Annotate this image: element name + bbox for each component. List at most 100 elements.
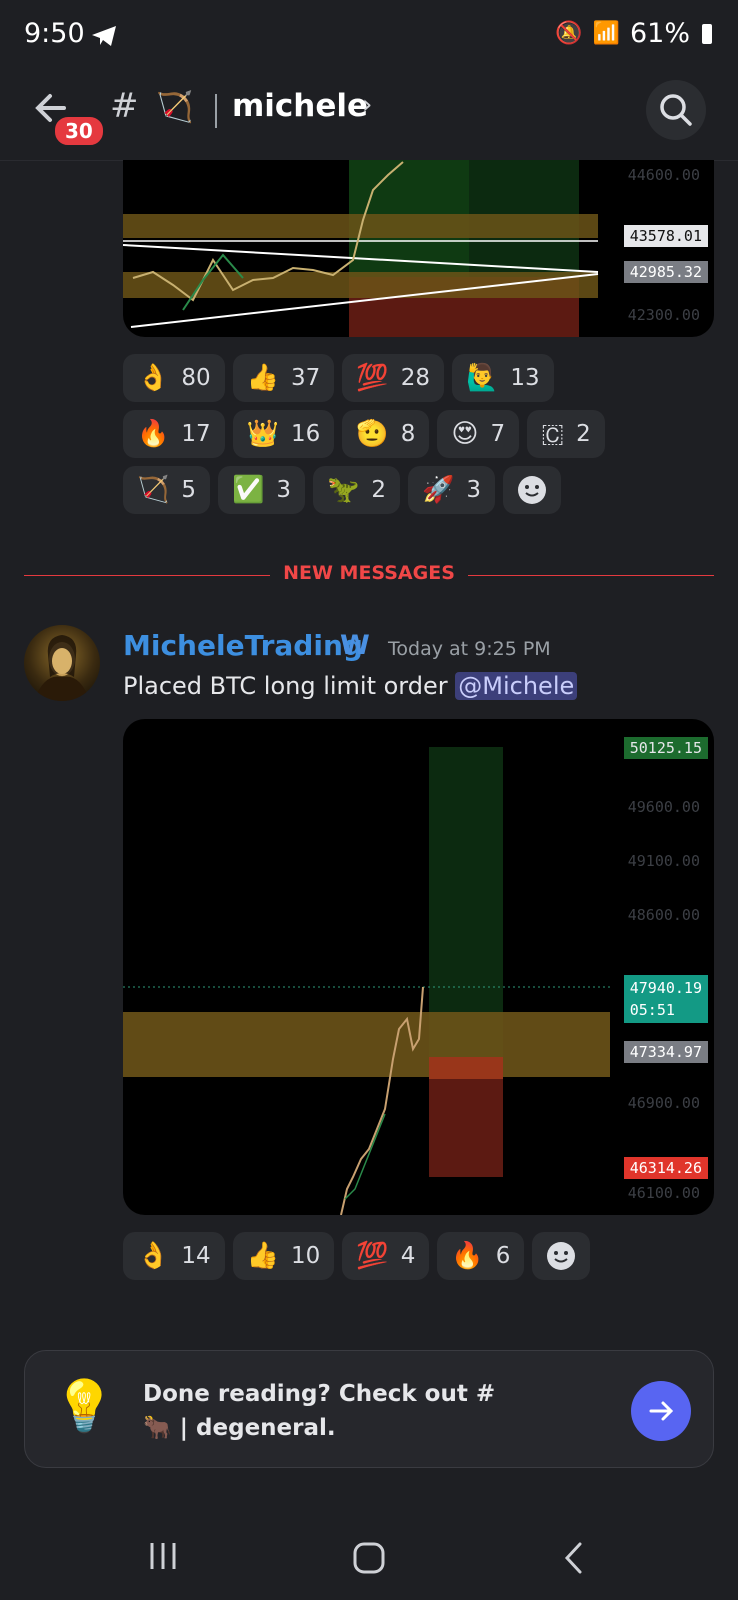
reaction-count: 16 — [291, 421, 321, 447]
reaction-pill[interactable]: 🔥 6 — [437, 1232, 525, 1280]
reaction-pill[interactable]: 💯 28 — [342, 354, 444, 402]
axis-label: 48600.00 — [627, 906, 700, 924]
new-messages-divider: NEW MESSAGES — [24, 562, 714, 588]
reaction-pill[interactable]: 🚀 3 — [408, 466, 496, 514]
bow-arrow-icon: 🏹 — [156, 90, 194, 125]
add-reaction-icon — [547, 1242, 576, 1270]
axis-label: 46100.00 — [627, 1184, 700, 1202]
go-to-channel-button[interactable] — [631, 1381, 691, 1441]
add-reaction-icon — [518, 476, 547, 504]
avatar-portrait — [34, 635, 90, 701]
reaction-emoji: 🏹 — [137, 475, 170, 505]
reaction-bar-2: 👌 14 👍 10 💯 4 🔥 6 — [123, 1232, 643, 1280]
reaction-count: 2 — [576, 421, 591, 447]
reaction-pill[interactable]: 👍 37 — [232, 354, 335, 402]
message-body: Placed BTC long limit order — [123, 672, 448, 700]
chart-image-2[interactable]: 49600.00 49100.00 48600.00 46900.00 4610… — [123, 719, 714, 1215]
reaction-count: 3 — [276, 477, 292, 503]
reaction-emoji: 🦖 — [327, 475, 360, 505]
entry-price-tag: 47334.97 — [623, 1041, 708, 1063]
status-bar: 9:50 🔕 📶 61% — [24, 18, 714, 54]
reaction-emoji: 👑 — [246, 419, 280, 449]
reaction-pill[interactable]: 👑 16 — [232, 410, 335, 458]
axis-label: 42300.00 — [627, 306, 700, 324]
axis-label: 44600.00 — [627, 166, 700, 184]
arrow-right-icon — [649, 1401, 674, 1421]
channel-header: 30 # 🏹 michele › — [0, 80, 738, 161]
stop-loss-tag: 46314.26 — [623, 1157, 708, 1179]
reaction-pill[interactable]: ✅ 3 — [218, 466, 306, 514]
reaction-count: 13 — [510, 365, 540, 391]
reaction-pill[interactable]: 🫡 8 — [342, 410, 430, 458]
reaction-pill[interactable]: 😍 7 — [437, 410, 520, 458]
candle-countdown: 05:51 — [629, 1001, 675, 1019]
reaction-pill[interactable]: 👌 14 — [123, 1232, 225, 1280]
done-reading-card[interactable]: 💡 Done reading? Check out #🐂 | degeneral… — [24, 1350, 714, 1468]
search-button[interactable] — [646, 80, 706, 140]
reaction-count: 28 — [400, 365, 430, 391]
reaction-pill[interactable]: 🔥 17 — [123, 410, 225, 458]
channel-name[interactable]: michele — [232, 88, 369, 124]
reaction-count: 8 — [400, 421, 416, 447]
reaction-emoji: 👍 — [246, 1241, 280, 1271]
chevron-right-icon[interactable]: › — [362, 90, 373, 120]
battery-icon — [702, 23, 712, 44]
reaction-count: 6 — [495, 1243, 511, 1269]
home-icon[interactable] — [352, 1541, 386, 1575]
reaction-emoji: 👌 — [137, 1241, 170, 1271]
clock: 9:50 — [24, 18, 85, 49]
avatar[interactable] — [24, 625, 100, 701]
chart-image-1[interactable]: 44600.00 42300.00 43578.01 42985.32 — [123, 160, 714, 337]
reaction-pill[interactable]: 🙋‍♂️ 13 — [451, 354, 554, 402]
price-tag: 43578.01 — [623, 225, 708, 247]
current-price-tag: 47940.19 05:51 — [623, 975, 708, 1023]
reaction-pill[interactable]: 💯 4 — [342, 1232, 430, 1280]
axis-label: 49600.00 — [627, 798, 700, 816]
reaction-pill[interactable]: 🦖 2 — [313, 466, 401, 514]
reaction-count: 2 — [371, 477, 387, 503]
reaction-count: 10 — [291, 1243, 321, 1269]
message-text: Placed BTC long limit order @Michele — [123, 672, 578, 700]
reaction-emoji: 🇨 — [541, 418, 565, 449]
divider-line-left — [24, 575, 270, 576]
axis-label: 46900.00 — [627, 1094, 700, 1112]
back-icon[interactable] — [562, 1541, 586, 1575]
price-tag: 42985.32 — [623, 261, 708, 283]
reaction-emoji: 👍 — [246, 363, 280, 393]
reaction-emoji: 🚀 — [422, 475, 455, 505]
reaction-emoji: 😍 — [451, 419, 479, 449]
reaction-emoji: 👌 — [137, 363, 170, 393]
add-reaction-button[interactable] — [503, 466, 562, 514]
reaction-count: 37 — [291, 365, 321, 391]
back-arrow-icon[interactable] — [34, 86, 78, 130]
reaction-count: 7 — [490, 421, 506, 447]
reaction-emoji: ✅ — [232, 475, 265, 505]
reaction-emoji: 💯 — [356, 363, 389, 393]
message-author[interactable]: MicheleTrading — [123, 629, 363, 662]
reaction-emoji: 🔥 — [451, 1241, 484, 1271]
hash-icon: # — [110, 86, 139, 126]
search-icon — [660, 94, 692, 126]
reaction-emoji: 🫡 — [356, 419, 389, 449]
user-mention[interactable]: @Michele — [455, 672, 578, 700]
telegram-icon — [92, 26, 116, 46]
author-badge: W — [340, 630, 370, 661]
chart-1-drawing — [123, 160, 599, 337]
reaction-pill[interactable]: 👌 80 — [123, 354, 225, 402]
done-reading-text: Done reading? Check out #🐂 | degeneral. — [143, 1381, 496, 1441]
reaction-bar-1: 👌 80 👍 37 💯 28 🙋‍♂️ 13 🔥 17 👑 16 🫡 8 😍 7 🇨 2 🏹 5 ✅ 3 🦖 2 🚀 3 — [123, 354, 643, 514]
reaction-emoji: 💯 — [356, 1241, 389, 1271]
chart-2-drawing — [123, 747, 610, 1215]
axis-label: 49100.00 — [627, 852, 700, 870]
recent-apps-icon[interactable] — [148, 1541, 178, 1571]
take-profit-tag: 50125.15 — [623, 737, 708, 759]
wifi-icon: 📶 — [592, 21, 620, 46]
reaction-emoji: 🙋‍♂️ — [465, 363, 499, 393]
new-messages-label: NEW MESSAGES — [283, 562, 455, 584]
reaction-pill[interactable]: 👍 10 — [232, 1232, 335, 1280]
reaction-count: 3 — [466, 477, 482, 503]
mute-icon: 🔕 — [555, 21, 583, 46]
reaction-pill[interactable]: 🏹 5 — [123, 466, 211, 514]
reaction-pill[interactable]: 🇨 2 — [527, 410, 605, 458]
add-reaction-button[interactable] — [532, 1232, 591, 1280]
